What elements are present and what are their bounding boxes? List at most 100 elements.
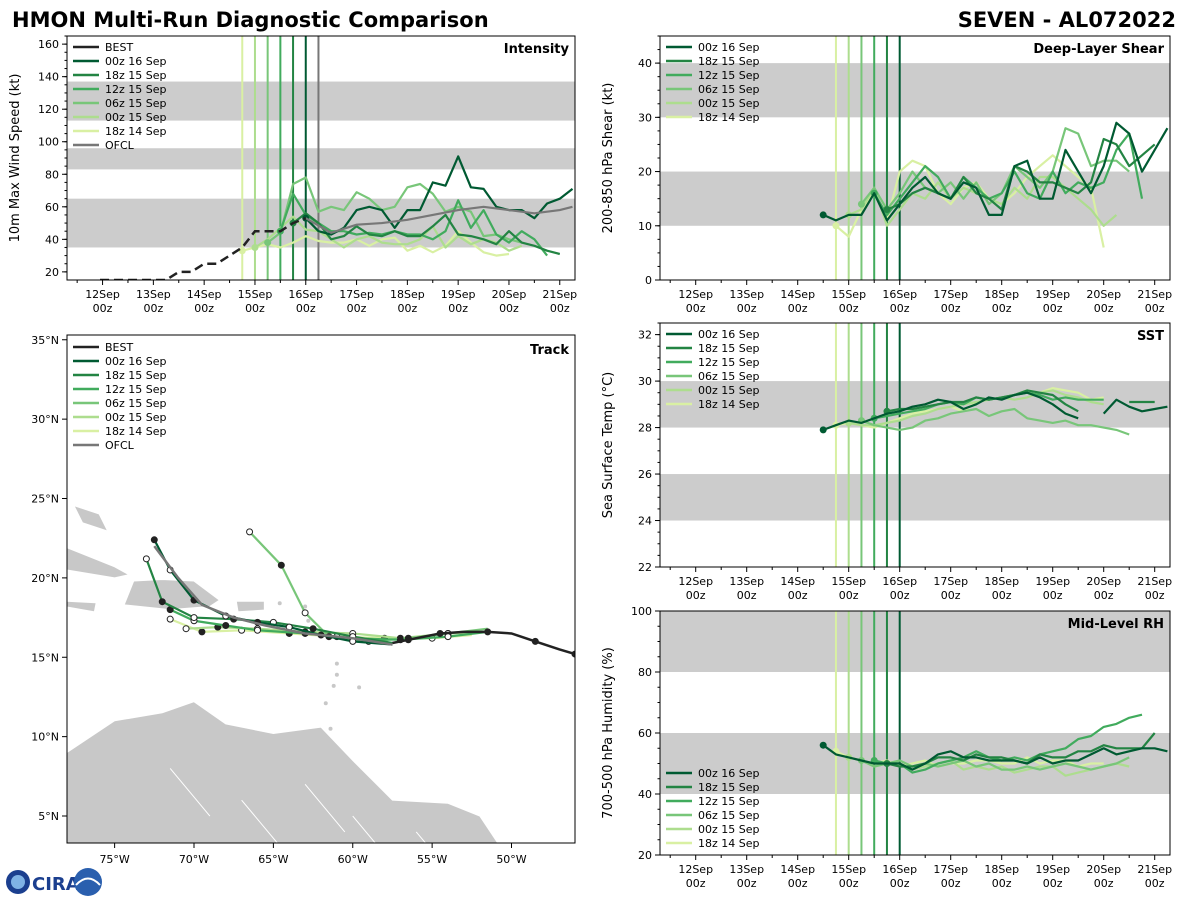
gray-band: [660, 63, 1170, 118]
x-tick-label: 12Sep: [678, 575, 713, 588]
x-tick-label: 17Sep: [339, 288, 374, 301]
x-tick-label: 00z: [737, 589, 757, 602]
y-tick-label: 160: [38, 38, 59, 51]
x-tick-label: 00z: [737, 302, 757, 315]
gray-band: [67, 81, 575, 121]
track-point: [254, 626, 261, 634]
x-tick-label: 00z: [1043, 877, 1063, 890]
panel-title: Track: [530, 343, 569, 358]
x-tick-label: 00z: [245, 302, 265, 315]
legend-label: 00z 16 Sep: [698, 328, 760, 341]
y-tick-label: 100: [631, 605, 652, 618]
y-tick-label: 40: [638, 788, 652, 801]
legend-label: 06z 15 Sep: [698, 809, 760, 822]
country-border: [241, 799, 278, 843]
country-border: [415, 831, 427, 843]
map-area: [67, 506, 575, 843]
x-tick-label: 21Sep: [1137, 288, 1172, 301]
init-marker: [819, 426, 827, 434]
series-line: [848, 389, 1104, 427]
legend-label: 00z 15 Sep: [105, 111, 167, 124]
series-line: [860, 756, 1130, 771]
lon-tick-label: 70°W: [179, 853, 209, 866]
plot-area: [819, 323, 1168, 567]
x-tick-label: 00z: [941, 877, 961, 890]
x-tick-label: 20Sep: [492, 288, 527, 301]
lon-tick-label: 65°W: [258, 853, 288, 866]
lon-tick-label: 55°W: [417, 853, 447, 866]
y-tick-label: 80: [45, 168, 59, 181]
x-tick-label: 15Sep: [831, 575, 866, 588]
panel-title: SST: [1137, 329, 1164, 344]
x-tick-label: 00z: [788, 302, 808, 315]
x-tick-label: 13Sep: [729, 288, 764, 301]
legend-label: 18z 14 Sep: [698, 837, 760, 850]
y-tick-label: 22: [638, 561, 652, 574]
track-point: [190, 614, 198, 622]
lat-tick-label: 30°N: [31, 413, 59, 426]
legend-label: 12z 15 Sep: [105, 383, 167, 396]
best-point: [484, 628, 492, 636]
track-point: [158, 598, 166, 606]
track-point: [309, 625, 317, 633]
legend-label: BEST: [105, 341, 133, 354]
legend-label: BEST: [105, 41, 133, 54]
x-tick-label: 20Sep: [1086, 863, 1121, 876]
small-island: [303, 604, 308, 609]
x-tick-label: 00z: [1145, 877, 1165, 890]
x-tick-label: 15Sep: [238, 288, 273, 301]
figure-title: HMON Multi-Run Diagnostic Comparison: [12, 8, 489, 32]
x-tick-label: 00z: [890, 302, 910, 315]
y-tick-label: 20: [45, 266, 59, 279]
track-point: [198, 628, 206, 636]
axes-frame: [659, 322, 1171, 568]
y-tick-label: 24: [638, 515, 652, 528]
x-tick-label: 18Sep: [984, 288, 1019, 301]
series-line: [254, 215, 523, 252]
country-border: [169, 768, 211, 817]
series-line: [242, 230, 510, 257]
x-tick-label: 00z: [839, 589, 859, 602]
y-axis-label: 700-500 hPa Humidity (%): [601, 647, 616, 819]
x-tick-label: 00z: [1094, 877, 1114, 890]
x-tick-label: 14Sep: [780, 863, 815, 876]
track-point: [246, 528, 254, 536]
x-tick-label: 00z: [448, 302, 468, 315]
lat-tick-label: 35°N: [31, 334, 59, 347]
plot-area: [100, 36, 574, 280]
small-island: [277, 601, 282, 606]
y-tick-label: 60: [638, 727, 652, 740]
x-tick-label: 17Sep: [933, 288, 968, 301]
x-tick-label: 00z: [890, 877, 910, 890]
y-tick-label: 100: [38, 136, 59, 149]
x-tick-label: 00z: [1094, 302, 1114, 315]
plot-area: [819, 36, 1169, 280]
x-tick-label: 00z: [686, 302, 706, 315]
gray-band: [67, 148, 575, 170]
legend-label: 06z 15 Sep: [105, 97, 167, 110]
x-tick-label: 16Sep: [288, 288, 323, 301]
x-tick-label: 15Sep: [831, 863, 866, 876]
x-tick-label: 00z: [397, 302, 417, 315]
init-marker: [238, 247, 246, 255]
x-tick-label: 00z: [737, 877, 757, 890]
gray-band: [660, 474, 1170, 521]
y-tick-label: 0: [645, 274, 652, 287]
y-tick-label: 28: [638, 422, 652, 435]
x-tick-label: 00z: [499, 302, 519, 315]
track-point: [277, 561, 285, 569]
x-tick-label: 00z: [1094, 589, 1114, 602]
y-axis-label: 10m Max Wind Speed (kt): [8, 74, 23, 243]
gray-band: [660, 381, 1170, 428]
track-point: [444, 633, 452, 641]
x-tick-label: 00z: [839, 877, 859, 890]
x-tick-label: 00z: [296, 302, 316, 315]
init-marker: [264, 239, 272, 247]
x-tick-label: 18Sep: [984, 863, 1019, 876]
small-island: [328, 726, 333, 731]
x-tick-label: 00z: [839, 302, 859, 315]
lat-tick-label: 25°N: [31, 493, 59, 506]
y-tick-label: 40: [638, 57, 652, 70]
x-tick-label: 00z: [941, 302, 961, 315]
